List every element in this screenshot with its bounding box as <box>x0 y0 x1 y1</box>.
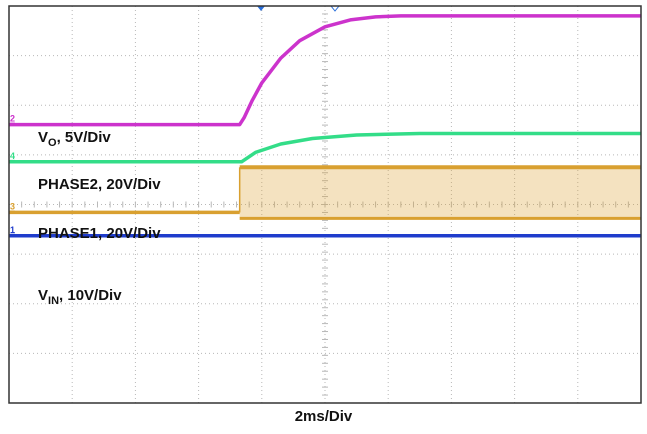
phase2-marker-arrow-icon <box>10 159 15 163</box>
vo-channel-marker: 2 <box>10 114 15 124</box>
trigger-marker-icon <box>257 6 265 11</box>
phase1-switching-band <box>239 167 641 219</box>
plot-border <box>8 5 642 404</box>
vo-label: VO, 5V/Div <box>38 129 111 149</box>
grid <box>8 5 642 404</box>
vin-label: VIN, 10V/Div <box>38 287 122 307</box>
phase1-channel-marker: 3 <box>10 201 15 211</box>
phase2-label: PHASE2, 20V/Div <box>38 176 161 193</box>
phase1-marker-arrow-icon <box>10 210 15 214</box>
vo-trace <box>9 14 641 127</box>
trace-labels: VO, 5V/Div PHASE2, 20V/Div PHASE1, 20V/Div… <box>38 129 161 307</box>
phase2-channel-marker: 4 <box>10 151 15 161</box>
traces <box>9 14 641 238</box>
channel-markers: 2 4 3 1 <box>10 114 15 237</box>
vo-marker-arrow-icon <box>10 122 15 126</box>
phase1-label: PHASE1, 20V/Div <box>38 225 161 242</box>
timebase-label: 2ms/Div <box>294 408 353 425</box>
phase2-trace <box>9 131 641 164</box>
vin-marker-arrow-icon <box>10 233 15 237</box>
vin-channel-marker: 1 <box>10 225 15 235</box>
